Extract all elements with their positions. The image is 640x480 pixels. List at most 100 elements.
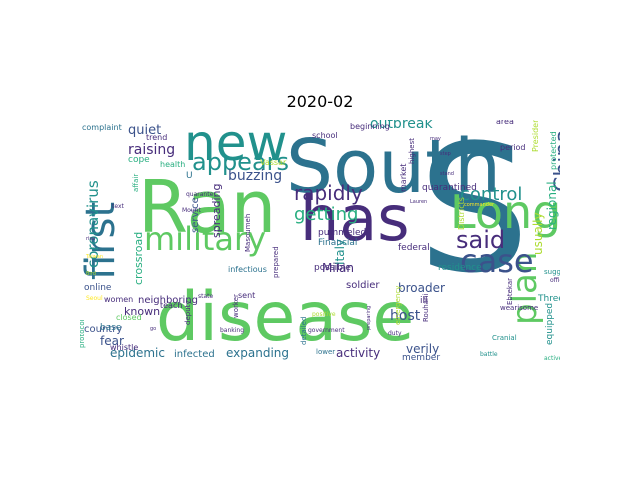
cloud-word: wearisome (500, 304, 538, 312)
cloud-word: area (496, 120, 514, 126)
cloud-word: base (100, 323, 122, 333)
cloud-word: sent (238, 291, 255, 300)
cloud-word: Districts (457, 197, 466, 230)
cloud-word: control (460, 184, 522, 205)
cloud-word: possible (314, 263, 351, 273)
cloud-word: positive (312, 311, 336, 318)
cloud-word: deputy (184, 300, 192, 325)
cloud-word: fear (100, 334, 124, 348)
cloud-word: first (80, 202, 124, 280)
cloud-word: lower (316, 348, 335, 356)
cloud-word: S (418, 120, 530, 312)
cloud-word: outbreak (370, 120, 433, 132)
cloud-word: buzzing (228, 168, 282, 184)
cloud-word: pummeled (318, 228, 366, 238)
cloud-word: beginning (350, 122, 390, 131)
cloud-word: may (430, 136, 441, 142)
cloud-word: worker (232, 294, 240, 318)
cloud-word: residence (438, 263, 482, 273)
cloud-word: quarantined (422, 183, 477, 193)
cloud-word: closed (116, 313, 142, 322)
cloud-word: teach (160, 301, 182, 310)
cloud-word: activity (336, 346, 380, 360)
cloud-word: period (500, 143, 525, 152)
cloud-word: U (186, 171, 193, 181)
cloud-word: neighboring (138, 295, 198, 306)
cloud-word: banking (220, 327, 244, 334)
cloud-word: state (198, 293, 214, 300)
cloud-word: Vassar (260, 158, 287, 167)
cloud-word: market (399, 164, 408, 192)
cloud-word: case (460, 242, 534, 280)
cloud-word: Rouhani (422, 294, 430, 322)
cloud-word: usually (531, 212, 545, 255)
cloud-word: protocol (80, 319, 86, 348)
cloud-word: official (550, 277, 560, 284)
cloud-word: trend (146, 133, 167, 142)
cloud-word: Financial (318, 238, 357, 248)
cloud-word: President (531, 120, 540, 152)
cloud-word: complaint (82, 123, 122, 132)
cloud-word: Milan (322, 261, 354, 275)
cloud-word: text (112, 203, 124, 210)
cloud-word: South (286, 124, 501, 210)
cloud-word: equipped (545, 303, 555, 345)
cloud-word: getting (294, 204, 358, 225)
cloud-word: commander (464, 202, 495, 208)
cloud-word: active (544, 355, 560, 360)
cloud-word: school (312, 131, 338, 140)
cloud-word: emergency (394, 286, 402, 325)
cloud-word: women (104, 295, 133, 304)
cloud-word: rapidly (294, 181, 363, 205)
cloud-word: Ran (138, 165, 276, 249)
cloud-word: Bird (86, 271, 96, 277)
cloud-word: broader (398, 281, 445, 295)
cloud-word: epidemic (110, 346, 165, 360)
cloud-word: country (84, 324, 122, 335)
cloud-word: expanding (226, 346, 289, 360)
cloud-word: cope (128, 155, 150, 165)
cloud-word: affair (132, 174, 140, 192)
cloud-word: regional (545, 181, 559, 230)
cloud-word: known (124, 305, 160, 318)
cloud-word: quiet (128, 123, 161, 138)
cloud-word: appears (192, 148, 289, 176)
cloud-word: spreading (210, 184, 223, 239)
cloud-word: China (551, 129, 560, 192)
cloud-word: suggest (544, 268, 560, 276)
cloud-word: soldier (346, 280, 380, 291)
cloud-word: crossroad (132, 232, 145, 285)
cloud-word: Cranial (492, 334, 517, 342)
cloud-word: stand (440, 171, 454, 177)
cloud-word: duty (388, 330, 402, 337)
cloud-word: verily (406, 342, 439, 356)
cloud-word: Mount (182, 207, 201, 214)
cloud-word: government (308, 327, 345, 334)
cloud-word: detailed (300, 317, 308, 345)
cloud-word: battle (480, 351, 498, 358)
cloud-word: infected (174, 349, 215, 360)
cloud-word: quarante (186, 191, 214, 198)
cloud-word: member (402, 353, 440, 360)
cloud-word: has (300, 182, 410, 255)
cloud-word: rise (86, 236, 95, 242)
cloud-word: infectious (228, 265, 267, 274)
cloud-word: said (456, 226, 505, 254)
cloud-word: go (150, 326, 156, 332)
cloud-word: Italy (333, 239, 347, 265)
cloud-word: health (160, 160, 185, 169)
cloud-word: military (144, 220, 266, 258)
cloud-word: service (190, 197, 201, 233)
cloud-word: Taiwan (85, 254, 103, 260)
cloud-word: federal (398, 243, 430, 253)
cloud-word: new (184, 120, 287, 172)
cloud-word: host (390, 308, 421, 324)
cloud-word: plan (505, 252, 545, 325)
cloud-word: Three (537, 294, 560, 304)
cloud-word: raising (128, 142, 175, 158)
cloud-word: online (84, 283, 112, 293)
cloud-word: ill (420, 296, 428, 306)
cloud-word: Long (450, 185, 560, 239)
